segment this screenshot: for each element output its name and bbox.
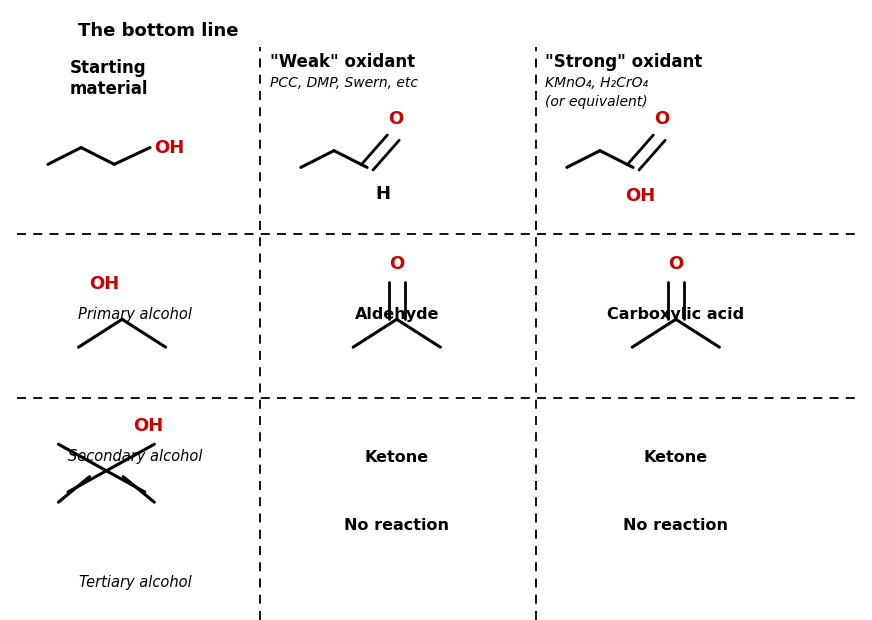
Text: Primary alcohol: Primary alcohol xyxy=(78,307,192,322)
Text: O: O xyxy=(389,255,405,273)
Text: Aldehyde: Aldehyde xyxy=(355,307,439,322)
Text: OH: OH xyxy=(154,138,185,157)
Text: KMnO₄, H₂CrO₄: KMnO₄, H₂CrO₄ xyxy=(545,76,648,90)
Text: No reaction: No reaction xyxy=(623,518,728,533)
Text: O: O xyxy=(654,110,670,128)
Text: Starting
material: Starting material xyxy=(70,59,148,98)
Text: Tertiary alcohol: Tertiary alcohol xyxy=(78,575,192,590)
Text: O: O xyxy=(388,110,404,128)
Text: O: O xyxy=(668,255,684,273)
Text: "Weak" oxidant: "Weak" oxidant xyxy=(270,53,415,71)
Text: OH: OH xyxy=(133,417,163,435)
Text: H: H xyxy=(375,185,391,203)
Text: PCC, DMP, Swern, etc: PCC, DMP, Swern, etc xyxy=(270,76,419,90)
Text: OH: OH xyxy=(625,187,655,205)
Text: OH: OH xyxy=(90,275,119,293)
Text: Carboxylic acid: Carboxylic acid xyxy=(607,307,745,322)
Text: Secondary alcohol: Secondary alcohol xyxy=(68,450,202,464)
Text: "Strong" oxidant: "Strong" oxidant xyxy=(545,53,702,71)
Text: (or equivalent): (or equivalent) xyxy=(545,95,648,110)
Text: Ketone: Ketone xyxy=(364,450,429,464)
Text: No reaction: No reaction xyxy=(344,518,449,533)
Text: The bottom line: The bottom line xyxy=(78,22,239,40)
Text: Ketone: Ketone xyxy=(644,450,708,464)
